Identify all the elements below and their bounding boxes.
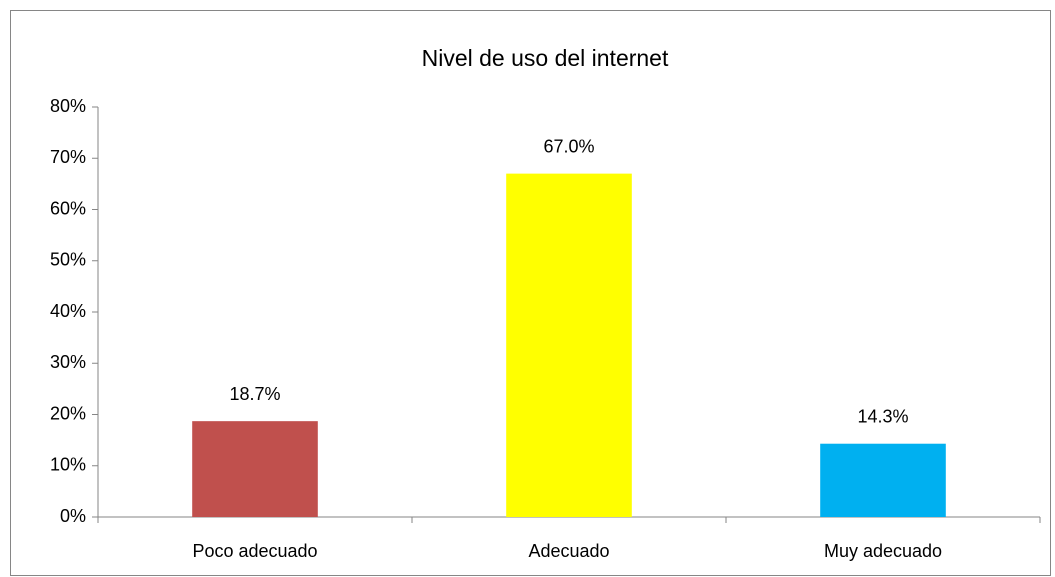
- data-label: 67.0%: [543, 136, 594, 156]
- bar: [192, 421, 318, 517]
- x-tick-label: Muy adecuado: [824, 541, 942, 561]
- y-tick-label: 40%: [50, 301, 86, 321]
- y-tick-label: 20%: [50, 403, 86, 423]
- bar: [506, 173, 632, 517]
- bar: [820, 443, 946, 517]
- x-tick-label: Poco adecuado: [192, 541, 317, 561]
- y-tick-label: 70%: [50, 147, 86, 167]
- data-label: 14.3%: [857, 406, 908, 426]
- y-tick-label: 30%: [50, 352, 86, 372]
- x-tick-label: Adecuado: [528, 541, 609, 561]
- y-tick-label: 10%: [50, 455, 86, 475]
- y-tick-label: 60%: [50, 198, 86, 218]
- data-label: 18.7%: [229, 384, 280, 404]
- y-tick-label: 0%: [60, 506, 86, 526]
- y-tick-label: 50%: [50, 250, 86, 270]
- chart-title: Nivel de uso del internet: [422, 45, 669, 71]
- y-tick-label: 80%: [50, 96, 86, 116]
